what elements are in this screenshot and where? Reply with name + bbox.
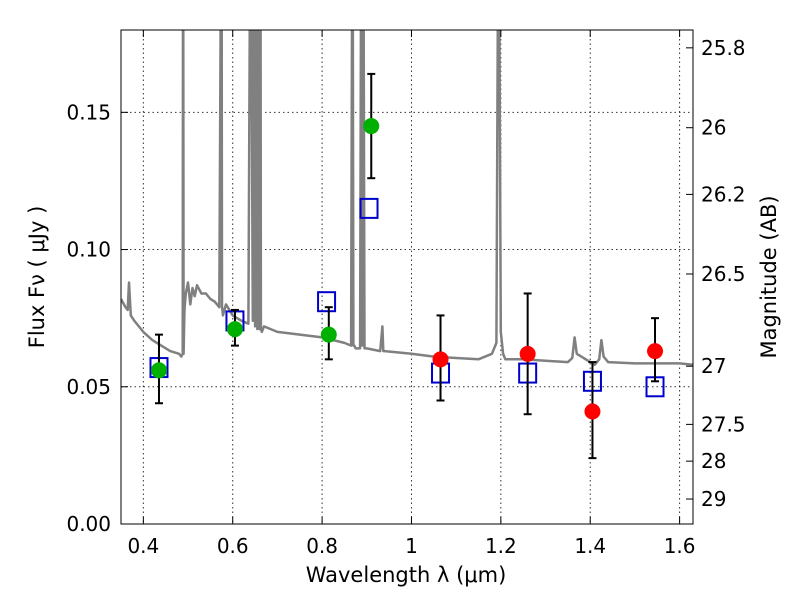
observed-point	[150, 362, 167, 379]
y-tick-label: 0.00	[66, 512, 111, 536]
spectrum-line	[121, 30, 693, 367]
right-tick-label: 26	[701, 116, 726, 140]
y-axis-title: Flux Fν ( μJy )	[25, 206, 49, 349]
right-tick-label: 26.5	[701, 262, 746, 286]
x-tick-label: 1	[405, 534, 418, 558]
right-tick-label: 29	[701, 487, 726, 511]
observed-point	[363, 118, 380, 135]
x-tick-label: 0.4	[127, 534, 159, 558]
ticks: 0.4 0.6 0.8 1 1.2 1.4 1.6 0.00 0.05 0.10 0.15 25.8 2…	[66, 30, 746, 558]
model-square-point	[359, 197, 379, 219]
model-square-point	[317, 291, 337, 313]
axes-frame	[120, 29, 694, 525]
right-tick-label: 28	[701, 449, 726, 473]
observed-point	[320, 326, 337, 343]
observed-point	[584, 403, 601, 420]
y-tick-label: 0.10	[66, 238, 111, 262]
right-axis-title: Magnitude (AB)	[757, 195, 781, 358]
y-tick-label: 0.15	[66, 100, 111, 124]
x-tick-label: 0.8	[306, 534, 338, 558]
x-tick-label: 1.6	[664, 534, 696, 558]
plot-frame	[120, 29, 694, 525]
observed-point	[519, 345, 536, 362]
right-tick-label: 27.5	[701, 412, 746, 436]
plot-area	[121, 30, 693, 460]
right-tick-label: 26.2	[701, 182, 746, 206]
grid	[121, 30, 693, 525]
x-axis-title: Wavelength λ (μm)	[306, 563, 507, 587]
x-tick-label: 1.2	[485, 534, 517, 558]
right-tick-label: 25.8	[701, 36, 746, 60]
x-tick-label: 1.4	[574, 534, 606, 558]
observed-point	[226, 321, 243, 338]
x-tick-label: 0.6	[217, 534, 249, 558]
observed-point	[647, 343, 664, 360]
y-tick-label: 0.05	[66, 375, 111, 399]
right-tick-label: 27	[701, 354, 726, 378]
observed-point	[432, 351, 449, 368]
